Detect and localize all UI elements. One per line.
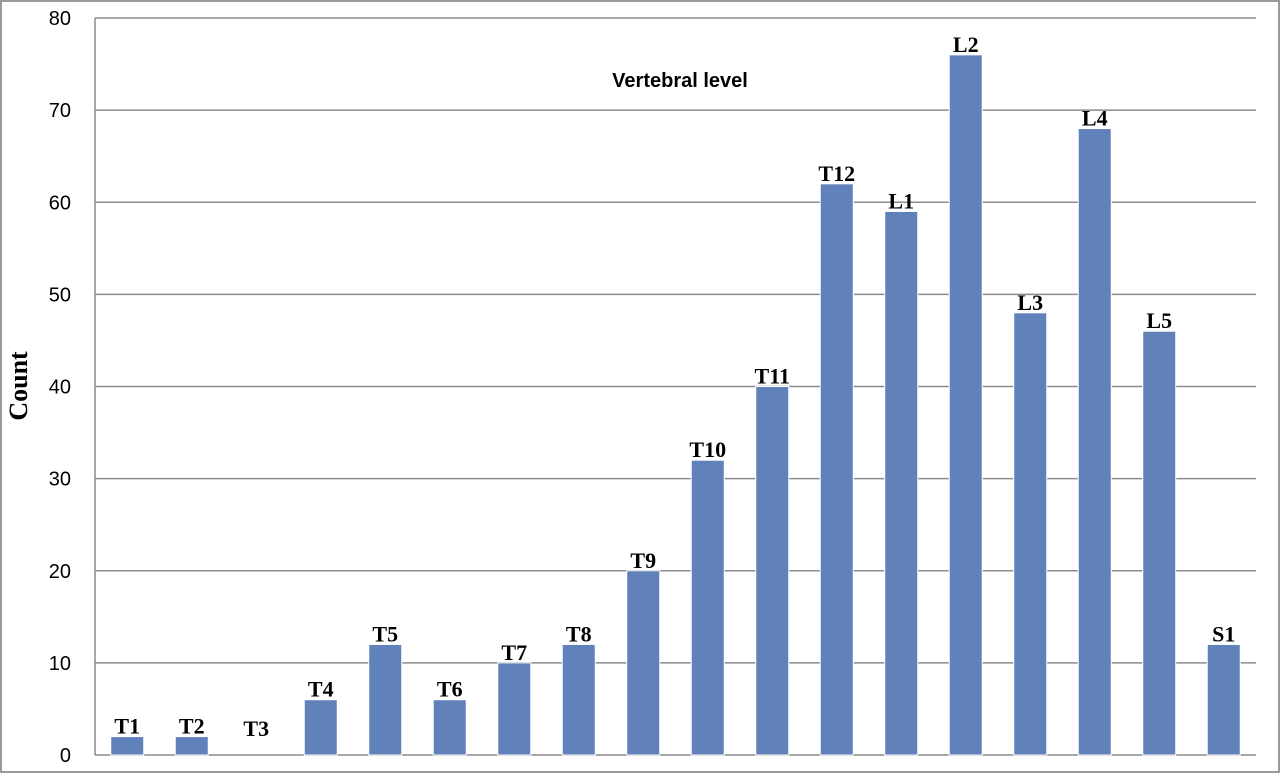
bar-label-t11: T11 [755,364,790,389]
bar-t8 [561,643,596,756]
bar-label-t10: T10 [689,437,726,462]
bar-t4 [303,699,338,756]
bar-s1 [1206,643,1241,756]
y-tick-label: 50 [49,284,71,306]
bar-label-t2: T2 [179,714,205,739]
chart-title: Vertebral level [612,70,748,92]
bar-t2 [174,736,209,756]
y-tick-labels: 0 10 20 30 40 50 60 70 80 [49,8,71,767]
bar-label-t12: T12 [818,161,855,186]
bar-l4 [1077,128,1112,756]
bar-label-t6: T6 [437,677,463,702]
y-tick-label: 40 [49,377,71,399]
bar-t10 [690,459,725,756]
y-tick-label: 10 [49,653,71,675]
bar-label-l3: L3 [1017,290,1043,315]
bar-label-s1: S1 [1212,621,1235,646]
bar-label-t3: T3 [243,716,269,741]
bar-label-t8: T8 [566,621,592,646]
y-axis-title: Count [4,351,33,421]
bars [110,54,1241,756]
bar-t9 [626,570,661,756]
y-tick-label: 20 [49,561,71,583]
y-tick-label: 0 [60,745,71,767]
y-tick-label: 60 [49,192,71,214]
bar-t1 [110,736,145,756]
bar-l1 [884,210,919,756]
bar-label-t4: T4 [308,677,334,702]
bar-t11 [755,386,790,756]
bar-l5 [1142,330,1177,756]
bar-label-l5: L5 [1146,308,1172,333]
bar-l2 [948,54,983,756]
y-tick-label: 80 [49,8,71,30]
bar-t12 [819,183,854,756]
bar-t7 [497,662,532,756]
bar-t5 [368,643,403,756]
bar-label-t9: T9 [630,548,656,573]
bar-t6 [432,699,467,756]
bar-label-t5: T5 [372,621,398,646]
bar-labels: T1 T2 T3 T4 T5 T6 T7 T8 T9 T10 T11 T12 L1 L2 L3 L4 L5 S1 [114,32,1235,741]
bar-label-l1: L1 [888,188,914,213]
bar-label-l2: L2 [953,32,979,57]
gridlines [95,17,1256,756]
bar-label-l4: L4 [1082,106,1108,131]
bar-l3 [1013,312,1048,756]
bar-label-t1: T1 [114,714,140,739]
y-tick-label: 30 [49,469,71,491]
bar-label-t7: T7 [501,640,527,665]
y-tick-label: 70 [49,100,71,122]
